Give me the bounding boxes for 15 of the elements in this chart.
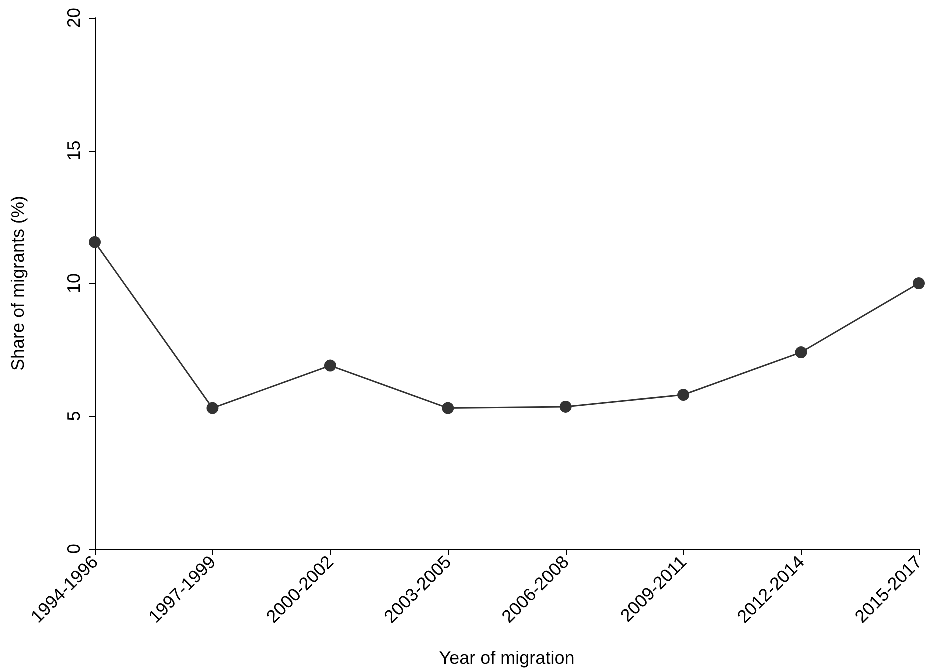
y-tick-label: 5 [64, 411, 84, 422]
x-axis-title: Year of migration [439, 648, 575, 668]
point [795, 346, 808, 359]
point [442, 402, 454, 414]
point [89, 236, 101, 248]
y-tick-label: 15 [64, 140, 84, 161]
y-axis-title: Share of migrants (%) [8, 196, 28, 372]
y-tick-label: 20 [64, 8, 84, 28]
point [324, 360, 336, 372]
y-tick-label: 0 [64, 544, 84, 554]
y-tick-label: 10 [64, 273, 84, 294]
point [560, 400, 572, 413]
point [206, 402, 219, 414]
point [678, 389, 690, 402]
point [913, 278, 925, 290]
